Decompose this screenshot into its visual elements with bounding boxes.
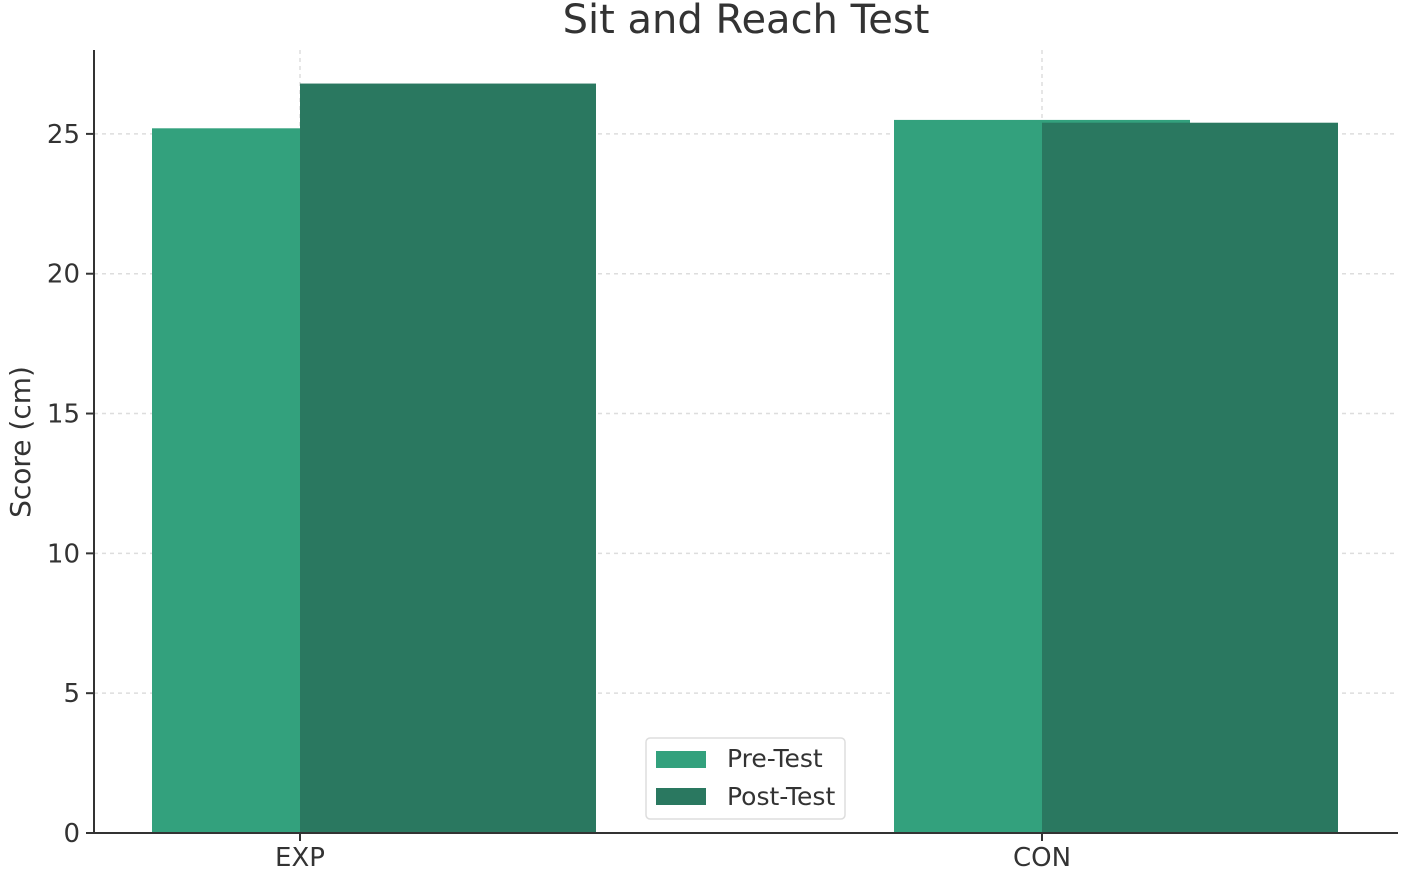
x-tick-label-con: CON <box>1013 843 1071 871</box>
axes <box>86 50 1398 841</box>
legend-swatch-post-test <box>656 788 706 805</box>
y-tick-label: 0 <box>63 819 80 849</box>
legend: Pre-Test Post-Test <box>645 737 846 820</box>
bar-exp-post-test <box>300 83 596 834</box>
legend-label-pre-test: Pre-Test <box>727 744 823 773</box>
legend-swatch-pre-test <box>656 751 706 768</box>
x-tick-label-exp: EXP <box>275 843 325 871</box>
y-axis-label: Score (cm) <box>4 366 37 518</box>
y-tick-label: 5 <box>63 679 80 709</box>
legend-label-post-test: Post-Test <box>727 782 835 811</box>
y-tick-label: 25 <box>47 120 80 150</box>
y-tick-label: 20 <box>47 260 80 290</box>
bar-con-post-test <box>1042 122 1338 833</box>
y-tick-label: 15 <box>47 400 80 430</box>
chart-title: Sit and Reach Test <box>563 0 930 43</box>
y-tick-label: 10 <box>47 539 80 569</box>
tick-labels: 0 5 10 15 20 25 EXP CON <box>47 120 1071 871</box>
bars <box>152 83 1338 834</box>
